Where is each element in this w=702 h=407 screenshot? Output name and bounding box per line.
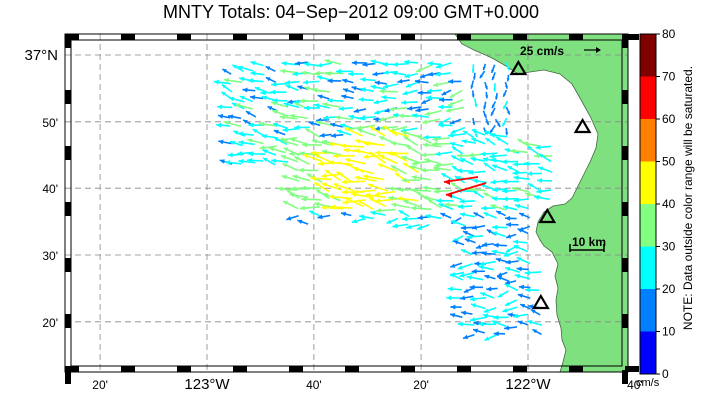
map-frame	[64, 33, 639, 384]
lon-label: 122°W	[505, 376, 551, 393]
colorbar-tick: 40	[662, 197, 676, 211]
colorbar-segment	[640, 34, 656, 77]
current-vectors	[213, 58, 553, 342]
scale-bar-label: 10 km	[572, 235, 606, 249]
colorbar-segment	[640, 119, 656, 162]
station-marker	[509, 59, 528, 76]
colorbar-segment	[640, 204, 656, 247]
colorbar-tick: 70	[662, 70, 676, 84]
saturation-note: NOTE: Data outside color range will be s…	[681, 65, 695, 331]
scale-vector-label: 25 cm/s	[520, 44, 564, 58]
colorbar-segment	[640, 289, 656, 332]
graticule	[65, 34, 628, 372]
radar-stations	[509, 59, 592, 310]
lon-label: 20'	[92, 378, 108, 392]
lat-label: 40'	[42, 182, 58, 196]
station-marker	[573, 117, 592, 134]
lon-label: 40'	[627, 378, 643, 392]
colorbar: 0 10 20 30 40 50 60 70 80	[639, 27, 676, 381]
colorbar-tick: 80	[662, 27, 676, 41]
axis-labels: 20' 123°W 40' 20' 122°W 40' 37°N 50' 40' 30' 20'	[24, 47, 642, 393]
lon-label: 40'	[306, 378, 322, 392]
lat-label: 30'	[42, 249, 58, 263]
colorbar-tick: 30	[662, 240, 676, 254]
colorbar-unit: cm/s	[636, 377, 660, 389]
scale-bar: 10 km	[569, 235, 606, 252]
colorbar-tick: 20	[662, 282, 676, 296]
station-marker	[538, 207, 557, 224]
colorbar-segment	[640, 76, 656, 119]
station-marker	[531, 293, 550, 310]
colorbar-tick: 60	[662, 112, 676, 126]
lat-label: 37°N	[24, 47, 58, 64]
lat-label: 20'	[42, 316, 58, 330]
colorbar-tick: 10	[662, 325, 676, 339]
lat-label: 50'	[42, 116, 58, 130]
colorbar-tick: 50	[662, 155, 676, 169]
colorbar-segment	[640, 161, 656, 204]
lon-label: 123°W	[184, 376, 230, 393]
colorbar-segment	[640, 246, 656, 289]
colorbar-tick: 0	[662, 367, 669, 381]
land-mass	[454, 34, 628, 372]
map-title: MNTY Totals: 04−Sep−2012 09:00 GMT+0.000	[162, 2, 540, 22]
colorbar-segment	[640, 331, 656, 374]
lon-label: 20'	[413, 378, 429, 392]
scale-vector: 25 cm/s	[520, 44, 601, 58]
